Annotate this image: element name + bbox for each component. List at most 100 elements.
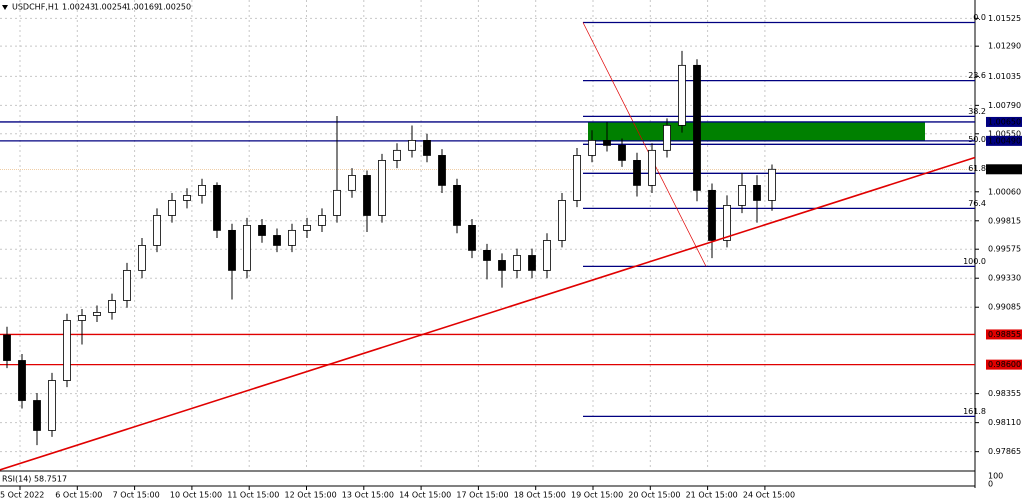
quote-value: 1.00254: [94, 3, 127, 12]
price-tag-label: 1.00490: [988, 136, 1021, 145]
quote-value: 1.00243: [62, 3, 95, 12]
candle-body: [768, 168, 776, 201]
price-tag: [986, 135, 1022, 146]
y-tick-label: 1.00060: [988, 187, 1021, 196]
x-tick-label: 24 Oct 15:00: [743, 491, 795, 500]
candle-body: [393, 149, 401, 161]
candle-body: [558, 200, 566, 241]
y-tick-label: 1.01290: [988, 42, 1021, 51]
candle-body: [198, 184, 206, 196]
x-tick-label: 6 Oct 15:00: [55, 491, 102, 500]
candle-body: [633, 160, 641, 186]
candle-body: [648, 149, 656, 186]
candle-body: [738, 184, 746, 206]
price-tag: [986, 359, 1022, 370]
candle-body: [453, 184, 461, 226]
x-tick-label: 10 Oct 15:00: [170, 491, 222, 500]
candle-body: [753, 184, 761, 201]
candle-body: [153, 215, 161, 246]
candle-body: [363, 175, 371, 216]
candle-body: [348, 175, 356, 191]
x-tick-label: 7 Oct 15:00: [113, 491, 160, 500]
candle-body: [273, 235, 281, 246]
price-tag-label: 1.00650: [988, 117, 1021, 126]
y-tick-label: 0.99575: [988, 245, 1021, 254]
fib-label: 50.0: [968, 135, 986, 144]
x-tick-label: 18 Oct 15:00: [514, 491, 566, 500]
y-tick-label: 1.01525: [988, 14, 1021, 23]
candle-body: [33, 400, 41, 431]
candle-body: [63, 320, 71, 381]
y-tick-label: 1.01035: [988, 72, 1021, 81]
fib-diagonal: [582, 22, 707, 267]
fib-label: 38.2: [968, 107, 986, 116]
x-tick-label: 20 Oct 15:00: [628, 491, 680, 500]
candle-body: [288, 229, 296, 246]
candle-body: [423, 140, 431, 156]
candle-body: [513, 255, 521, 271]
y-tick-label: 1.00790: [988, 101, 1021, 110]
candle-body: [303, 225, 311, 231]
y-tick-label: 0.97865: [988, 447, 1021, 456]
candle-body: [123, 269, 131, 301]
y-tick-label: 0.98355: [988, 389, 1021, 398]
x-tick-label: 19 Oct 15:00: [571, 491, 623, 500]
x-tick-label: 5 Oct 2022: [0, 491, 44, 500]
candle-body: [378, 160, 386, 216]
candle-body: [78, 315, 86, 321]
candle-body: [723, 205, 731, 241]
fib-label: 161.8: [963, 407, 986, 416]
candle-body: [408, 140, 416, 151]
fib-label: 61.8: [968, 164, 986, 173]
candle-body: [663, 124, 671, 151]
candle-body: [588, 140, 596, 156]
y-tick-label: 0.98110: [988, 418, 1021, 427]
bid-tag: [986, 164, 1022, 175]
x-tick-label: 12 Oct 15:00: [285, 491, 337, 500]
candle-body: [258, 225, 266, 236]
candle-body: [48, 380, 56, 431]
candle-body: [138, 245, 146, 271]
zone: [588, 121, 925, 141]
y-tick-label: 1.00550: [988, 129, 1021, 138]
price-tag-label: 0.98855: [988, 330, 1021, 339]
quote-value: 1.00250: [158, 3, 191, 12]
fib-label: 0.0: [973, 13, 986, 22]
price-tag-label: 0.98600: [988, 360, 1021, 369]
y-tick-label: 0.99085: [988, 303, 1021, 312]
rsi-scale-top: 100: [988, 472, 1003, 481]
quote-value: 1.00169: [126, 3, 159, 12]
candle-body: [438, 155, 446, 186]
candle-body: [573, 155, 581, 201]
candle-body: [483, 249, 491, 261]
bid-tag-label: 1.00250: [988, 165, 1021, 174]
candle-body: [318, 215, 326, 226]
candle-body: [93, 312, 101, 316]
candle-body: [213, 184, 221, 231]
candle-body: [693, 64, 701, 191]
fib-label: 100.0: [963, 257, 986, 266]
candle-body: [468, 225, 476, 251]
x-tick-label: 21 Oct 15:00: [686, 491, 738, 500]
price-tag: [986, 329, 1022, 340]
menu-triangle[interactable]: [2, 5, 8, 10]
candle-body: [528, 255, 536, 271]
candle-body: [678, 64, 686, 126]
x-tick-label: 11 Oct 15:00: [227, 491, 279, 500]
rsi-scale-bottom: 0: [988, 480, 993, 489]
fib-label: 23.6: [968, 71, 986, 80]
candle-body: [228, 229, 236, 271]
candle-body: [18, 360, 26, 401]
candle-body: [183, 195, 191, 201]
candle-body: [168, 200, 176, 216]
candle-body: [108, 300, 116, 313]
candle-body: [603, 140, 611, 146]
x-tick-label: 14 Oct 15:00: [399, 491, 451, 500]
trendline: [0, 156, 976, 471]
candle-body: [3, 334, 11, 361]
fib-label: 76.4: [968, 199, 986, 208]
y-tick-label: 0.99815: [988, 216, 1021, 225]
x-tick-label: 17 Oct 15:00: [456, 491, 508, 500]
symbol: USDCHF,H1: [12, 3, 59, 12]
